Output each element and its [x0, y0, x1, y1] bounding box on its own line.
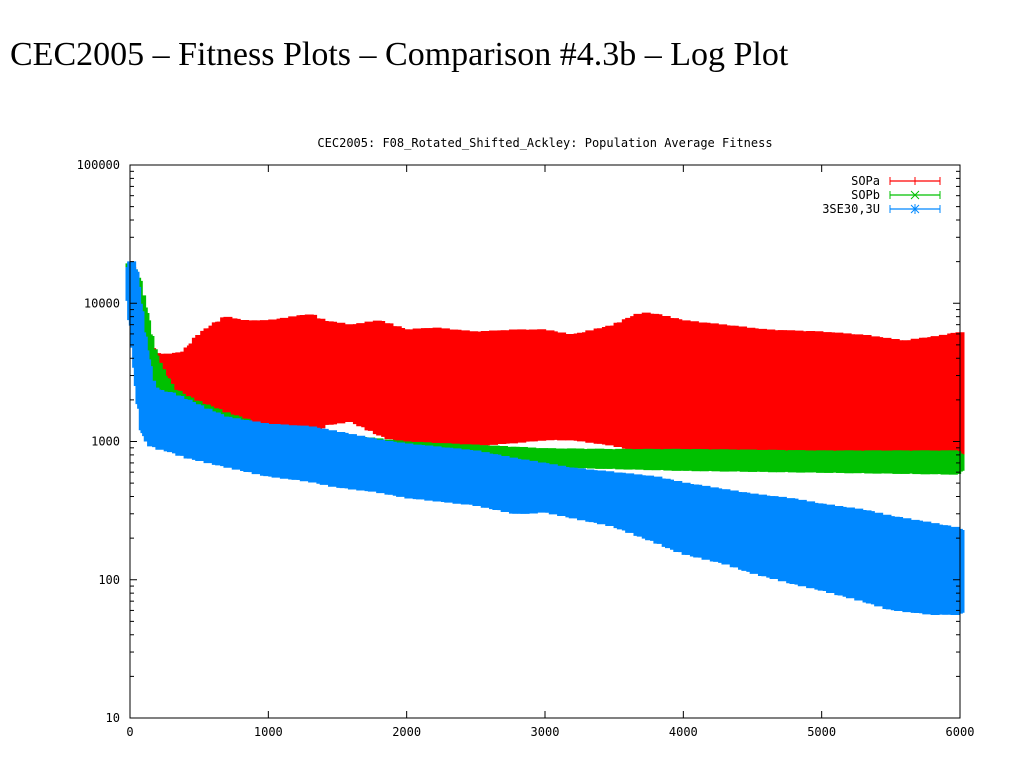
series-1	[125, 266, 965, 464]
series-layer	[125, 261, 965, 616]
y-tick-label: 100	[98, 573, 120, 587]
y-tick-label: 10	[106, 711, 120, 725]
x-tick-label: 5000	[807, 725, 836, 739]
ticks-layer: 0 1000 2000 3000 4000 5000 6000 10 100 1000 10000 1…	[77, 158, 975, 739]
legend-label: SOPa	[851, 174, 880, 188]
chart-title: CEC2005: F08_Rotated_Shifted_Ackley: Pop…	[317, 136, 772, 150]
legend-label: SOPb	[851, 188, 880, 202]
y-tick-label: 10000	[84, 296, 120, 310]
x-tick-label: 6000	[946, 725, 975, 739]
y-tick-label: 100000	[77, 158, 120, 172]
x-tick-label: 4000	[669, 725, 698, 739]
x-tick-label: 1000	[254, 725, 283, 739]
y-tick-label: 1000	[91, 435, 120, 449]
x-tick-label: 3000	[531, 725, 560, 739]
x-tick-label: 2000	[392, 725, 421, 739]
legend-marker	[910, 190, 920, 200]
legend-label: 3SE30,3U	[822, 202, 880, 216]
x-tick-label: 0	[126, 725, 133, 739]
slide-title: CEC2005 – Fitness Plots – Comparison #4.…	[10, 36, 789, 73]
series-3	[125, 261, 965, 616]
